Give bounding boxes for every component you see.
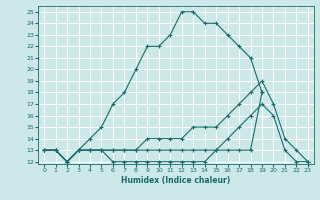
X-axis label: Humidex (Indice chaleur): Humidex (Indice chaleur)	[121, 176, 231, 185]
